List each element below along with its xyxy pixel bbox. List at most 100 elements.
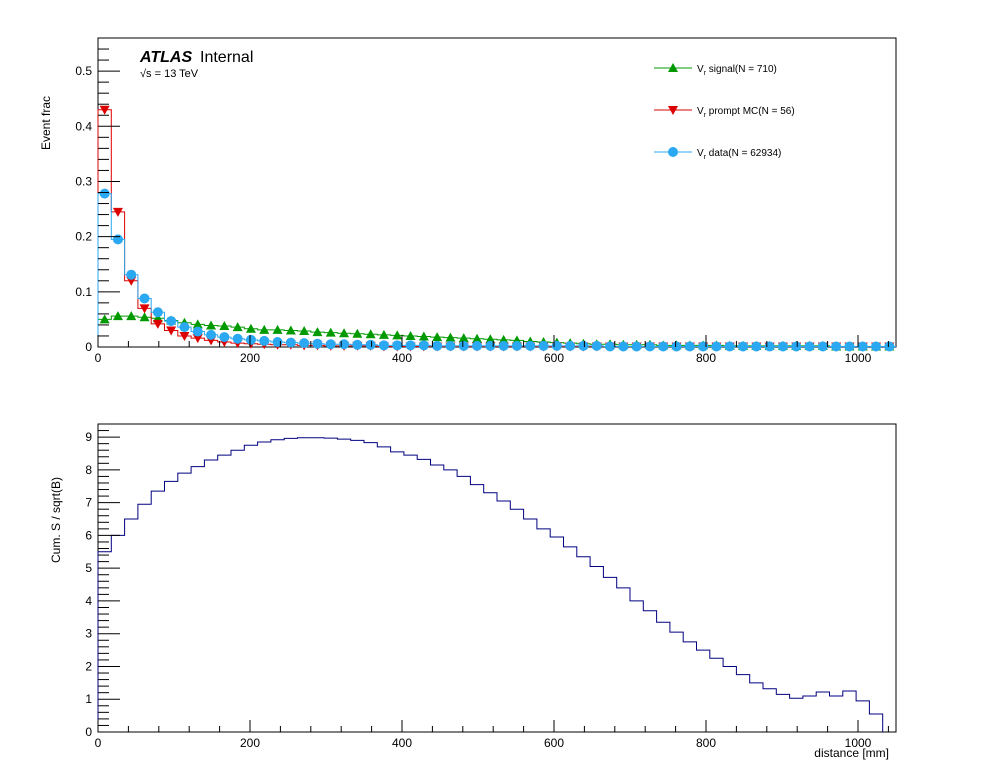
bottom-x-axis-label: distance [mm] — [814, 746, 889, 760]
legend-marker-0 — [668, 63, 678, 72]
series-2-point — [272, 337, 283, 348]
series-2-point — [458, 340, 469, 351]
legend-marker-1 — [668, 106, 678, 115]
series-2-point — [352, 339, 363, 350]
series-2-point — [126, 269, 137, 280]
bottom-y-tick-label: 1 — [85, 692, 92, 706]
series-2-point — [671, 341, 682, 352]
series-2-point — [445, 340, 456, 351]
series-0-point — [206, 320, 217, 330]
bottom-x-tick-label: 1000 — [845, 736, 872, 750]
series-1-point — [166, 326, 177, 336]
legend-label-rest-0: signal(N = 710) — [706, 64, 777, 75]
series-1-point — [179, 331, 190, 341]
series-2-point — [206, 329, 217, 340]
series-0-point — [472, 333, 483, 343]
series-2-point — [498, 340, 509, 351]
energy-label: √s = 13 TeV — [140, 68, 199, 80]
legend-label-main-1: V — [697, 106, 704, 117]
top-markers — [99, 105, 895, 352]
series-2-point — [618, 341, 629, 352]
legend-label-1: Vr prompt MC(N = 56) — [697, 106, 795, 119]
series-2-point — [658, 341, 669, 352]
top-x-tick-label: 400 — [392, 351, 412, 365]
top-histograms — [97, 109, 896, 347]
top-y-tick-label: 0 — [85, 340, 92, 354]
series-2-point — [405, 340, 416, 351]
series-2-point — [751, 341, 762, 352]
legend-label-sub-0: r — [704, 70, 707, 77]
series-2-point — [871, 341, 882, 352]
bottom-y-tick-label: 4 — [85, 594, 92, 608]
bottom-histogram — [97, 437, 884, 732]
bottom-y-tick-label: 5 — [85, 561, 92, 575]
top-x-tick-label: 800 — [696, 351, 716, 365]
series-2-point — [817, 341, 828, 352]
series-2-point — [698, 341, 709, 352]
series-0-point — [339, 328, 350, 338]
top-y-tick-label: 0.5 — [75, 64, 92, 78]
bottom-x-tick-label: 400 — [392, 736, 412, 750]
series-0-point — [192, 319, 203, 329]
series-2-point — [644, 341, 655, 352]
series-0-point — [432, 332, 443, 342]
series-2-point — [312, 338, 323, 349]
series-2-point — [844, 341, 855, 352]
series-0-point — [352, 328, 363, 338]
series-0-point — [299, 325, 310, 335]
top-x-tick-label: 600 — [544, 351, 564, 365]
series-2-point — [99, 188, 110, 199]
top-axes: 0 200 400 600 800 1000 0 0.1 0.2 0.3 0.4 0.5 — [75, 37, 889, 365]
series-0-point — [325, 327, 336, 337]
bottom-y-tick-label: 0 — [85, 725, 92, 739]
bottom-y-tick-label: 9 — [85, 430, 92, 444]
legend-label-2: Vr data(N = 62934) — [697, 148, 781, 161]
top-x-tick-label: 1000 — [845, 351, 872, 365]
series-1-point — [152, 319, 163, 329]
series-0-point — [312, 327, 323, 337]
top-y-tick-label: 0.1 — [75, 285, 92, 299]
legend-label-main-0: V — [697, 64, 704, 75]
series-1-point — [99, 105, 110, 115]
series-2-point — [605, 341, 616, 352]
series-2-step-line — [97, 193, 896, 347]
series-2-point — [791, 341, 802, 352]
bottom-plot-frame — [97, 423, 897, 733]
series-1-point — [192, 334, 203, 344]
series-2-point — [245, 334, 256, 345]
series-2-point — [219, 332, 230, 343]
bottom-x-tick-label: 600 — [544, 736, 564, 750]
top-y-tick-label: 0.2 — [75, 230, 92, 244]
series-2-point — [684, 341, 695, 352]
series-2-point — [804, 341, 815, 352]
series-2-point — [525, 340, 536, 351]
series-2-point — [285, 337, 296, 348]
significance-step-line — [97, 437, 884, 732]
top-y-tick-label: 0.4 — [75, 119, 92, 133]
series-2-point — [378, 340, 389, 351]
bottom-x-tick-label: 800 — [696, 736, 716, 750]
series-0-point — [232, 322, 243, 332]
series-0-point — [378, 329, 389, 339]
bottom-x-tick-label: 200 — [240, 736, 260, 750]
series-2-point — [724, 341, 735, 352]
series-0-point — [99, 314, 110, 324]
series-2-point — [857, 341, 868, 352]
legend-label-rest-2: data(N = 62934) — [706, 148, 781, 159]
legend-label-sub-2: r — [704, 154, 707, 161]
series-2-point — [192, 326, 203, 337]
series-2-point — [166, 316, 177, 327]
series-0-point — [112, 311, 123, 321]
series-2-point — [591, 340, 602, 351]
series-1-step-line — [97, 109, 896, 347]
series-2-point — [365, 339, 376, 350]
top-panel: 0 200 400 600 800 1000 0 0.1 0.2 0.3 0.4 0.5 Event … — [39, 37, 897, 365]
bottom-y-tick-label: 6 — [85, 528, 92, 542]
series-2-point — [259, 335, 270, 346]
series-2-point — [511, 340, 522, 351]
series-2-point — [112, 234, 123, 245]
bottom-panel: 0 200 400 600 800 1000 0 1 2 3 4 5 6 7 8 9 Cum. S / sqr… — [49, 423, 897, 760]
series-2-point — [339, 339, 350, 350]
